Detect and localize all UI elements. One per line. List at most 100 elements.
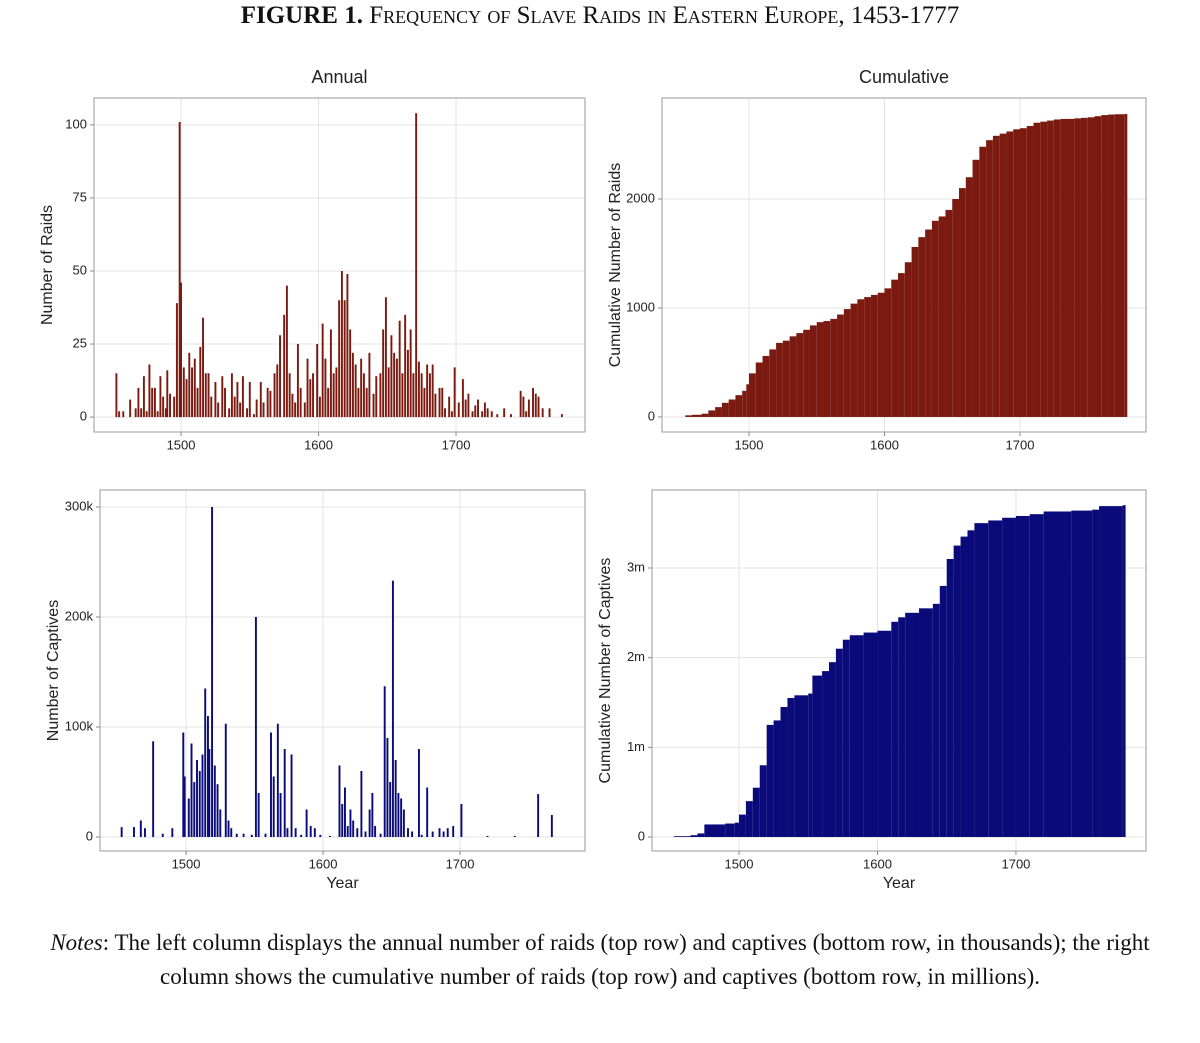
bar: [411, 831, 414, 838]
bar: [279, 793, 282, 838]
bar: [550, 815, 553, 838]
bar: [534, 393, 537, 418]
bar: [999, 133, 1007, 417]
bar: [434, 393, 437, 418]
bar: [362, 373, 365, 418]
bar: [372, 393, 375, 418]
bar: [877, 292, 885, 417]
bar: [291, 393, 294, 418]
bar: [812, 675, 823, 838]
bar: [1029, 514, 1044, 838]
x-axis-label: Year: [326, 875, 359, 892]
bar: [294, 402, 297, 418]
y-tick-label: 0: [638, 828, 645, 843]
bar: [780, 706, 788, 838]
plot-border: [93, 97, 586, 433]
bar: [925, 229, 932, 417]
bar: [438, 387, 441, 418]
bar: [776, 342, 783, 417]
bar: [397, 793, 400, 838]
bar: [490, 411, 493, 418]
bar: [211, 507, 214, 838]
bar: [537, 396, 540, 418]
bar: [728, 399, 736, 417]
y-axis-label: Cumulative Number of Captives: [597, 558, 614, 784]
x-tick-label: 1500: [725, 856, 754, 871]
panel-title: Annual: [311, 67, 367, 87]
bar: [188, 352, 191, 418]
bar: [299, 387, 302, 418]
x-axis-label: Year: [883, 875, 916, 892]
bar: [471, 411, 474, 418]
bar: [1080, 117, 1088, 417]
bar: [735, 395, 743, 417]
bar: [224, 723, 227, 838]
bar: [986, 140, 993, 417]
bar: [204, 688, 207, 838]
bar: [365, 387, 368, 418]
bar: [343, 300, 346, 418]
bar: [532, 387, 534, 418]
bar: [898, 617, 906, 838]
bar: [738, 814, 746, 838]
bar: [697, 833, 705, 838]
bar: [446, 828, 449, 838]
bar: [196, 387, 199, 418]
bar: [752, 787, 760, 838]
bar: [248, 382, 251, 418]
bar: [721, 402, 729, 417]
bar: [857, 299, 865, 417]
bar: [939, 585, 947, 838]
bar: [423, 387, 426, 418]
bar: [420, 373, 423, 418]
bar: [486, 408, 489, 418]
bar: [503, 408, 506, 418]
bar: [519, 390, 522, 418]
bar: [541, 408, 544, 418]
bar: [905, 612, 920, 838]
bar: [548, 408, 551, 418]
bar: [965, 177, 973, 417]
bar: [213, 765, 216, 838]
bar: [891, 621, 899, 838]
bar: [216, 784, 219, 838]
bar: [1092, 509, 1100, 838]
bar: [773, 720, 781, 838]
plot-border: [651, 489, 1147, 852]
bar: [193, 782, 196, 838]
bar: [450, 411, 453, 418]
bar: [745, 801, 753, 838]
bar: [272, 776, 275, 838]
bar: [444, 408, 446, 418]
bar: [214, 382, 217, 418]
y-tick-label: 1m: [627, 739, 645, 754]
bar: [346, 273, 349, 418]
bar: [393, 352, 396, 418]
bar: [452, 826, 455, 838]
y-tick-label: 200k: [65, 608, 94, 623]
bar: [196, 760, 198, 838]
bar: [972, 159, 980, 417]
bar: [441, 387, 444, 418]
bar: [254, 617, 257, 838]
bar: [974, 523, 989, 838]
bar: [228, 408, 231, 418]
bar: [386, 738, 389, 838]
bar: [354, 364, 357, 418]
y-tick-label: 300k: [65, 498, 94, 513]
bar: [227, 820, 230, 838]
bar: [755, 362, 763, 417]
bar: [335, 367, 338, 418]
bar: [276, 364, 279, 418]
y-tick-label: 0: [80, 409, 87, 424]
bar: [1040, 121, 1048, 417]
bar: [208, 749, 211, 838]
bar: [236, 382, 239, 418]
bar: [351, 352, 354, 418]
bar: [898, 273, 905, 417]
bar: [404, 314, 407, 418]
bar: [169, 393, 171, 418]
bar: [327, 387, 330, 418]
bar: [391, 580, 394, 838]
bar: [383, 686, 386, 838]
